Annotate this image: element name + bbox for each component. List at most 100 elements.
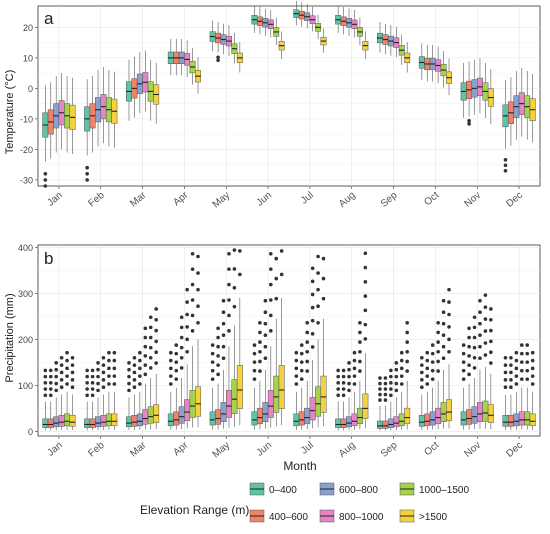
- box-400-600-feb: [89, 418, 96, 428]
- outlier-point: [467, 122, 471, 126]
- outlier-point: [425, 358, 430, 363]
- outlier-point: [96, 381, 100, 386]
- outlier-point: [425, 374, 430, 378]
- outlier-point: [143, 335, 148, 340]
- outlier-point: [143, 363, 148, 367]
- outlier-point: [216, 363, 220, 367]
- outlier-point: [43, 171, 48, 176]
- outlier-point: [503, 168, 508, 173]
- outlier-point: [394, 374, 399, 379]
- outlier-point: [269, 251, 273, 256]
- x-tick-label-dec: Dec: [504, 440, 525, 460]
- outlier-point: [389, 374, 393, 379]
- outlier-point: [430, 377, 435, 381]
- panel-temperature: -30 -20 -10 0 10 20 Jan Feb Mar Apr May Jun Jul Aug Se…: [20, 0, 541, 210]
- outlier-point: [389, 381, 393, 385]
- outlier-point: [405, 349, 409, 354]
- legend-label-1500: >1500: [419, 512, 448, 523]
- outlier-point: [503, 355, 508, 360]
- outlier-point: [221, 333, 226, 338]
- outlier-point: [489, 317, 493, 322]
- outlier-point: [430, 360, 435, 364]
- box-600-800-jan: [53, 416, 60, 428]
- outlier-point: [305, 320, 309, 325]
- outlier-point: [321, 296, 326, 301]
- outlier-point: [85, 381, 89, 385]
- outlier-point: [305, 330, 309, 335]
- box-600-800-nov: [471, 406, 478, 424]
- box-1000-1500-aug: [356, 407, 363, 425]
- outlier-point: [394, 367, 399, 372]
- outlier-point: [107, 358, 111, 363]
- outlier-point: [316, 304, 320, 309]
- outlier-point: [478, 356, 482, 361]
- outlier-point: [436, 330, 440, 335]
- outlier-point: [420, 370, 424, 375]
- x-tick-label-aug: Aug: [337, 190, 358, 210]
- outlier-point: [394, 381, 399, 386]
- box-600-800-jun: [262, 402, 269, 423]
- box-1000-1500-jul: [315, 386, 322, 417]
- outlier-point: [436, 320, 440, 325]
- outlier-point: [138, 374, 142, 378]
- outlier-point: [520, 351, 524, 356]
- outlier-point: [503, 378, 508, 382]
- outlier-point: [441, 344, 446, 349]
- outlier-point: [420, 378, 424, 382]
- outlier-point: [483, 329, 488, 333]
- legend-label-1000-1500: 1000–1500: [419, 485, 469, 496]
- outlier-point: [70, 363, 75, 367]
- outlier-point: [467, 354, 471, 358]
- outlier-point: [310, 332, 315, 336]
- outlier-point: [252, 368, 257, 373]
- box-600-800-jul: [304, 407, 311, 425]
- outlier-point: [478, 298, 482, 303]
- outlier-point: [196, 304, 200, 309]
- legend-label-800-1000: 800–1000: [339, 512, 384, 523]
- box-600-800-oct: [429, 411, 436, 426]
- legend-label-600-800: 600–800: [339, 485, 378, 496]
- box-400-600-mar: [131, 415, 138, 427]
- outlier-point: [299, 343, 304, 347]
- outlier-point: [383, 392, 388, 397]
- outlier-point: [54, 367, 58, 372]
- outlier-point: [509, 370, 513, 375]
- box-800-1000-may: [226, 390, 232, 418]
- outlier-point: [96, 374, 100, 379]
- box-0-400-mar: [126, 416, 132, 428]
- box-0-400-may: [209, 411, 216, 426]
- outlier-point: [347, 388, 351, 393]
- outlier-point: [503, 370, 508, 375]
- outlier-point: [472, 325, 477, 330]
- y-tick-label: 200: [18, 335, 33, 345]
- box-0-400-jul: [293, 413, 300, 427]
- outlier-point: [336, 374, 340, 379]
- box-1000-1500-jun: [273, 375, 280, 413]
- box-400-600-may: [215, 409, 222, 425]
- outlier-point: [252, 351, 257, 356]
- outlier-point: [430, 368, 435, 373]
- outlier-point: [127, 388, 131, 393]
- outlier-point: [179, 366, 184, 370]
- outlier-point: [143, 372, 148, 377]
- outlier-point: [341, 368, 346, 373]
- outlier-point: [305, 349, 309, 354]
- outlier-point: [514, 358, 519, 363]
- outlier-point: [399, 374, 404, 378]
- outlier-point: [341, 387, 346, 391]
- outlier-point: [227, 313, 231, 318]
- outlier-point: [509, 363, 513, 367]
- outlier-point: [59, 355, 64, 360]
- outlier-point: [347, 381, 351, 386]
- box-600-800-mar: [136, 413, 143, 427]
- outlier-point: [221, 321, 226, 326]
- outlier-point: [96, 361, 100, 365]
- x-tick-label-oct: Oct: [422, 440, 441, 459]
- outlier-point: [174, 360, 179, 364]
- outlier-point: [269, 313, 273, 318]
- outlier-point: [227, 251, 231, 256]
- outlier-point: [65, 366, 69, 371]
- outlier-point: [112, 358, 117, 363]
- outlier-point: [503, 163, 508, 168]
